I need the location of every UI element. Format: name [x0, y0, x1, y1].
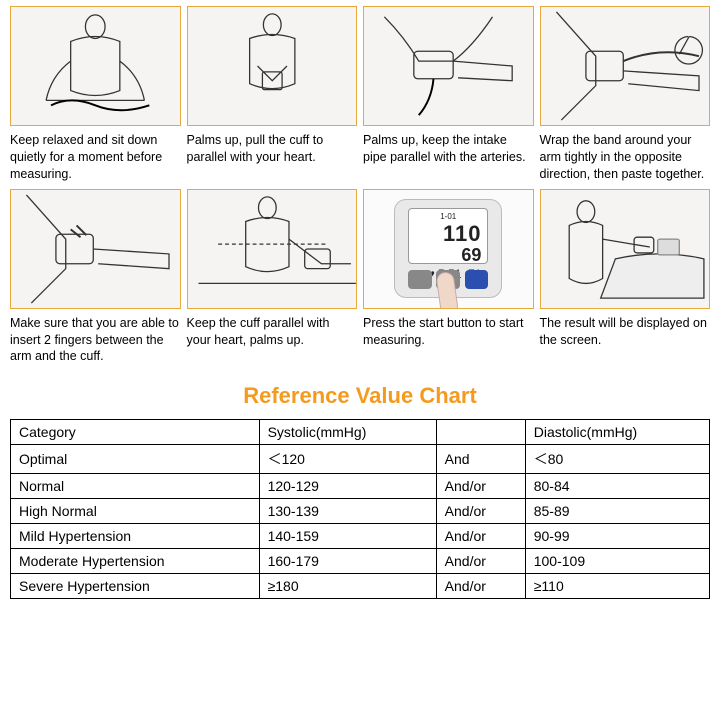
table-row: Normal 120-129 And/or 80-84	[11, 474, 710, 499]
device-button-mem[interactable]	[408, 270, 432, 289]
step-7-caption: Press the start button to start measurin…	[363, 315, 534, 349]
step-6-illustration	[187, 189, 358, 309]
col-systolic: Systolic(mmHg)	[259, 420, 436, 445]
step-5-caption: Make sure that you are able to insert 2 …	[10, 315, 181, 366]
col-conj	[436, 420, 525, 445]
device-systolic: 110	[415, 222, 481, 246]
step-6-caption: Keep the cuff parallel with your heart, …	[187, 315, 358, 349]
table-row: Severe Hypertension ≥180 And/or ≥110	[11, 574, 710, 599]
step-3-caption: Palms up, keep the intake pipe parallel …	[363, 132, 534, 166]
step-1-caption: Keep relaxed and sit down quietly for a …	[10, 132, 181, 183]
step-1: Keep relaxed and sit down quietly for a …	[10, 6, 181, 183]
step-2: Palms up, pull the cuff to parallel with…	[187, 6, 358, 183]
step-4-caption: Wrap the band around your arm tightly in…	[540, 132, 711, 183]
step-3-illustration	[363, 6, 534, 126]
step-2-illustration	[187, 6, 358, 126]
step-8: The result will be displayed on the scre…	[540, 189, 711, 366]
device-button-start[interactable]	[465, 270, 489, 289]
reference-chart-title: Reference Value Chart	[10, 383, 710, 409]
step-1-illustration	[10, 6, 181, 126]
step-6: Keep the cuff parallel with your heart, …	[187, 189, 358, 366]
step-2-caption: Palms up, pull the cuff to parallel with…	[187, 132, 358, 166]
step-4: Wrap the band around your arm tightly in…	[540, 6, 711, 183]
reference-value-table: Category Systolic(mmHg) Diastolic(mmHg) …	[10, 419, 710, 599]
table-row: Optimal ＜120 And ＜80	[11, 445, 710, 474]
table-row: Moderate Hypertension 160-179 And/or 100…	[11, 549, 710, 574]
step-7: 1-01 110 69 ♥ 5:51 71 Press the start	[363, 189, 534, 366]
step-7-illustration: 1-01 110 69 ♥ 5:51 71	[363, 189, 534, 309]
table-header-row: Category Systolic(mmHg) Diastolic(mmHg)	[11, 420, 710, 445]
table-row: Mild Hypertension 140-159 And/or 90-99	[11, 524, 710, 549]
table-row: High Normal 130-139 And/or 85-89	[11, 499, 710, 524]
col-diastolic: Diastolic(mmHg)	[525, 420, 709, 445]
step-8-illustration	[540, 189, 711, 309]
step-3: Palms up, keep the intake pipe parallel …	[363, 6, 534, 183]
step-8-caption: The result will be displayed on the scre…	[540, 315, 711, 349]
device-screen: 1-01 110 69 ♥ 5:51 71	[408, 208, 488, 264]
step-5: Make sure that you are able to insert 2 …	[10, 189, 181, 366]
device-diastolic: 69	[415, 246, 481, 266]
instruction-steps-grid: Keep relaxed and sit down quietly for a …	[10, 6, 710, 365]
col-category: Category	[11, 420, 260, 445]
step-5-illustration	[10, 189, 181, 309]
step-4-illustration	[540, 6, 711, 126]
